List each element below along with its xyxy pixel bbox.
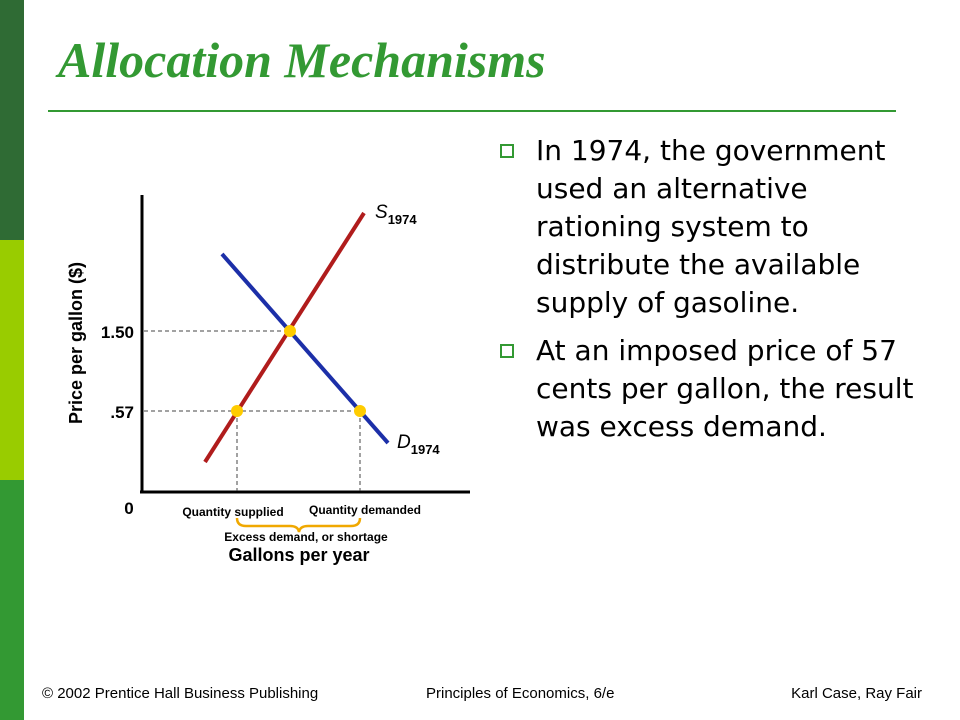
square-bullet-icon: [500, 144, 514, 158]
sidebar-stripe-bottom: [0, 480, 24, 720]
bullet-text: At an imposed price of 57 cents per gall…: [536, 334, 914, 443]
supply-curve: [203, 211, 366, 464]
footer-book-title: Principles of Economics, 6/e: [426, 685, 615, 702]
quantity-supplied-label: Quantity supplied: [182, 505, 283, 519]
footer-copyright: © 2002 Prentice Hall Business Publishing: [42, 685, 319, 702]
price-low-label: .57: [110, 403, 134, 422]
shortage-label: Excess demand, or shortage: [224, 530, 388, 544]
bullet-item: At an imposed price of 57 cents per gall…: [496, 332, 916, 446]
price-high-label: 1.50: [101, 323, 134, 342]
x-axis-title: Gallons per year: [228, 545, 369, 565]
equilibrium-point: [284, 325, 296, 337]
demand-curve-label: D1974: [397, 432, 440, 457]
bullet-text: In 1974, the government used an alternat…: [536, 134, 886, 319]
square-bullet-icon: [500, 344, 514, 358]
bullet-item: In 1974, the government used an alternat…: [496, 132, 916, 322]
sidebar-stripe-middle: [0, 240, 24, 480]
origin-label: 0: [124, 499, 133, 518]
slide-title: Allocation Mechanisms: [58, 32, 546, 88]
bullet-list: In 1974, the government used an alternat…: [496, 132, 916, 456]
footer-authors: Karl Case, Ray Fair: [791, 685, 922, 702]
quantity-demanded-point: [354, 405, 366, 417]
sidebar-stripe-top: [0, 0, 24, 240]
quantity-demanded-label: Quantity demanded: [309, 503, 421, 517]
quantity-supplied-point: [231, 405, 243, 417]
shortage-brace: [235, 517, 362, 533]
supply-curve-label: S1974: [375, 202, 417, 227]
y-axis-title: Price per gallon ($): [66, 262, 86, 424]
title-underline: [48, 110, 896, 112]
